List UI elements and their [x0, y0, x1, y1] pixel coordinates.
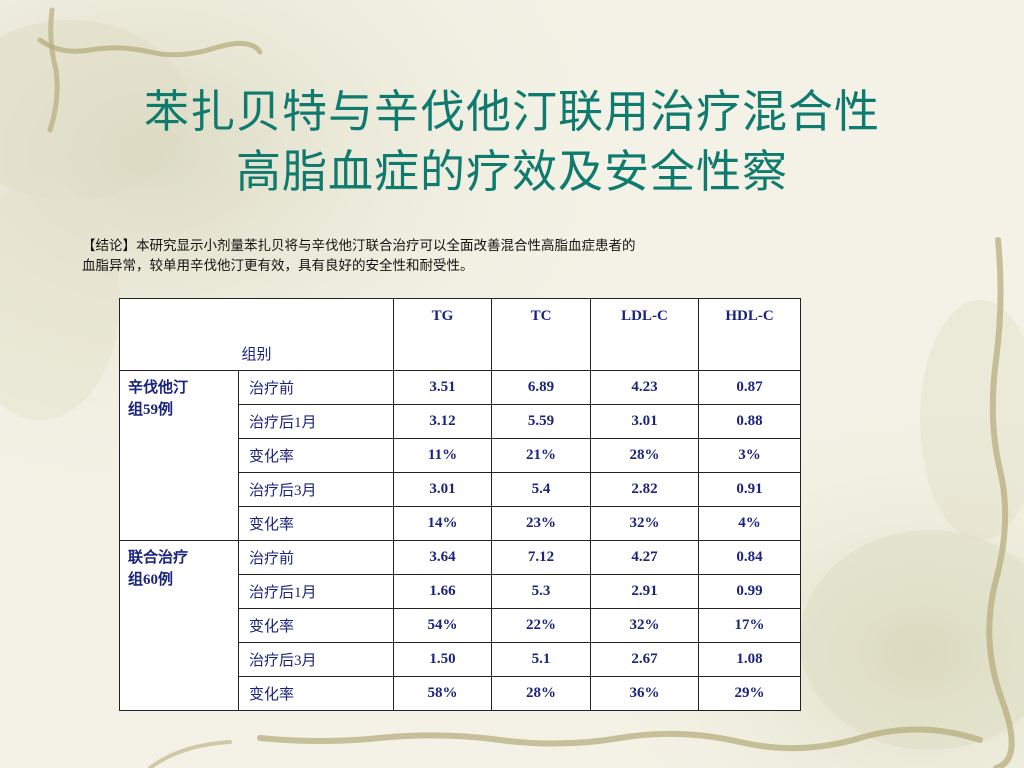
- conclusion-line-1: 【结论】本研究显示小剂量苯扎贝将与辛伐他汀联合治疗可以全面改善混合性高脂血症患者…: [82, 238, 636, 254]
- cell-ldl: 28%: [590, 438, 699, 473]
- group-unit: 例: [158, 402, 174, 418]
- row-label: 治疗前: [238, 540, 394, 575]
- group-count: 59: [143, 402, 159, 418]
- table-row: 治疗后3月 1.50 5.1 2.67 1.08: [120, 642, 801, 677]
- cell-tg: 3.51: [393, 370, 492, 405]
- col-header-tc: TC: [491, 298, 591, 371]
- group-header: 组别: [119, 298, 394, 371]
- cell-tg: 3.12: [393, 404, 492, 439]
- cell-ldl: 3.01: [590, 404, 699, 439]
- cell-hdl: 4%: [698, 506, 801, 541]
- cell-tc: 5.4: [491, 472, 591, 507]
- row-label: 变化率: [238, 438, 394, 473]
- cell-hdl: 0.91: [698, 472, 801, 507]
- cell-ldl: 2.82: [590, 472, 699, 507]
- row-label: 变化率: [238, 608, 394, 643]
- cell-tc: 22%: [491, 608, 591, 643]
- title-line-2: 高脂血症的疗效及安全性察: [235, 145, 788, 198]
- title-line-1: 苯扎贝特与辛伐他汀联用治疗混合性: [143, 85, 880, 138]
- table-header-row: 组别 TG TC LDL-C HDL-C: [119, 298, 801, 371]
- cell-ldl: 4.27: [590, 540, 699, 575]
- cell-tg: 14%: [393, 506, 492, 541]
- row-label: 治疗后1月: [238, 404, 394, 439]
- table-row: 变化率 11% 21% 28% 3%: [120, 438, 801, 473]
- cell-tc: 5.59: [491, 404, 591, 439]
- table-row: 辛伐他汀 组59例 治疗前 3.51 6.89 4.23 0.87: [119, 370, 801, 541]
- cell-hdl: 0.88: [698, 404, 801, 439]
- conclusion-text: 【结论】本研究显示小剂量苯扎贝将与辛伐他汀联合治疗可以全面改善混合性高脂血症患者…: [82, 236, 802, 276]
- col-header-ldl: LDL-C: [590, 298, 699, 371]
- table-row: 治疗后3月 3.01 5.4 2.82 0.91: [120, 472, 801, 507]
- results-table: 组别 TG TC LDL-C HDL-C 辛伐他汀 组59例 治疗前 3.51 …: [119, 298, 801, 711]
- row-label: 变化率: [238, 506, 394, 541]
- cell-tc: 6.89: [491, 370, 591, 405]
- cell-tc: 7.12: [491, 540, 591, 575]
- row-label: 变化率: [238, 676, 394, 711]
- row-label: 治疗后1月: [238, 574, 394, 609]
- cell-tg: 3.64: [393, 540, 492, 575]
- cell-tg: 3.01: [393, 472, 492, 507]
- cell-ldl: 32%: [590, 506, 699, 541]
- row-label: 治疗后3月: [238, 642, 394, 677]
- group-label-simvastatin: 辛伐他汀 组59例: [119, 370, 239, 541]
- cell-tg: 11%: [393, 438, 492, 473]
- group-name-suffix: 组: [128, 402, 144, 418]
- cell-tc: 5.3: [491, 574, 591, 609]
- col-header-tg: TG: [393, 298, 492, 371]
- cell-tg: 1.66: [393, 574, 492, 609]
- cell-ldl: 2.67: [590, 642, 699, 677]
- cell-ldl: 2.91: [590, 574, 699, 609]
- group-count: 60: [143, 572, 159, 588]
- conclusion-line-2: 血脂异常，较单用辛伐他汀更有效，具有良好的安全性和耐受性。: [82, 258, 474, 274]
- group-unit: 例: [158, 572, 174, 588]
- cell-tc: 28%: [491, 676, 591, 711]
- cell-tc: 21%: [491, 438, 591, 473]
- cell-hdl: 1.08: [698, 642, 801, 677]
- cell-hdl: 0.99: [698, 574, 801, 609]
- cell-hdl: 0.87: [698, 370, 801, 405]
- cell-ldl: 32%: [590, 608, 699, 643]
- group-name-suffix: 组: [128, 572, 144, 588]
- cell-tg: 54%: [393, 608, 492, 643]
- row-label: 治疗前: [238, 370, 394, 405]
- cell-hdl: 17%: [698, 608, 801, 643]
- table-row: 变化率 58% 28% 36% 29%: [120, 676, 801, 711]
- cell-ldl: 36%: [590, 676, 699, 711]
- group-label-combination: 联合治疗 组60例: [119, 540, 239, 711]
- cell-hdl: 0.84: [698, 540, 801, 575]
- row-label: 治疗后3月: [238, 472, 394, 507]
- cell-tg: 58%: [393, 676, 492, 711]
- cell-tc: 5.1: [491, 642, 591, 677]
- cell-hdl: 3%: [698, 438, 801, 473]
- table-row: 变化率 54% 22% 32% 17%: [120, 608, 801, 643]
- cell-hdl: 29%: [698, 676, 801, 711]
- table-row: 联合治疗 组60例 治疗前 3.64 7.12 4.27 0.84: [119, 540, 801, 711]
- slide-title: 苯扎贝特与辛伐他汀联用治疗混合性 高脂血症的疗效及安全性察: [40, 82, 984, 202]
- cell-ldl: 4.23: [590, 370, 699, 405]
- group-name: 辛伐他汀: [128, 380, 189, 396]
- cell-tc: 23%: [491, 506, 591, 541]
- col-header-hdl: HDL-C: [698, 298, 801, 371]
- cell-tg: 1.50: [393, 642, 492, 677]
- group-name: 联合治疗: [128, 550, 189, 566]
